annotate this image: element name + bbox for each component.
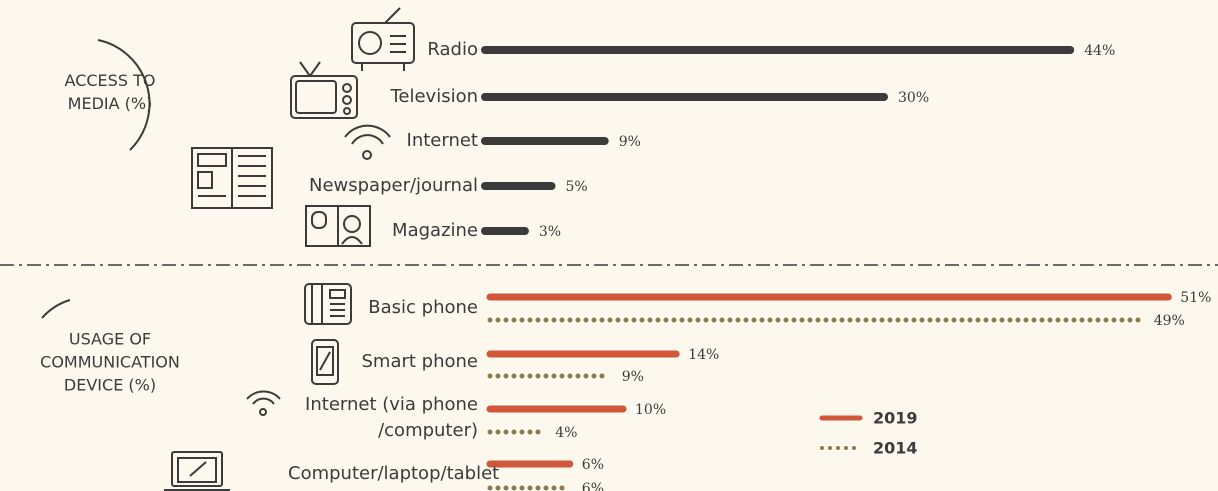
radio-icon [351,7,415,71]
category-label: Internet (via phone /computer) [305,394,478,441]
chart-title: ACCESS TO MEDIA (%) [64,71,156,113]
value-label: 51% [1180,290,1211,306]
wifi-icon [246,390,281,416]
category-label: Smart phone [361,351,479,372]
category-label: Computer/laptop/tablet [288,463,500,484]
newspaper-icon [191,147,273,209]
value-label: 49% [1154,313,1185,329]
category-label: Basic phone [368,297,478,318]
chart-title: USAGE OF COMMUNICATION DEVICE (%) [40,329,180,395]
category-label: Radio [427,39,478,60]
value-label: 9% [619,134,641,150]
value-label: 4% [555,425,577,441]
category-label: Newspaper/journal [308,175,478,196]
value-label: 3% [539,224,561,240]
laptop-icon [164,451,230,491]
value-label: 14% [688,347,719,363]
title-arc [97,39,151,151]
value-label: 44% [1084,43,1115,59]
value-label: 6% [582,457,604,473]
value-label: 5% [566,179,588,195]
legend-label: 2014 [873,439,918,458]
category-label: Television [390,86,478,107]
legend-label: 2019 [873,409,918,428]
category-label: Magazine [392,220,478,241]
phone-icon [304,283,352,325]
value-label: 6% [582,481,604,491]
category-label: Internet [406,130,478,151]
smartphone-icon [311,339,339,385]
value-label: 30% [898,90,929,106]
wifi-icon [344,124,391,160]
tv-icon [290,61,358,119]
magazine-icon [305,205,371,247]
title-arc [41,299,71,319]
value-label: 10% [635,402,666,418]
value-label: 9% [622,369,644,385]
